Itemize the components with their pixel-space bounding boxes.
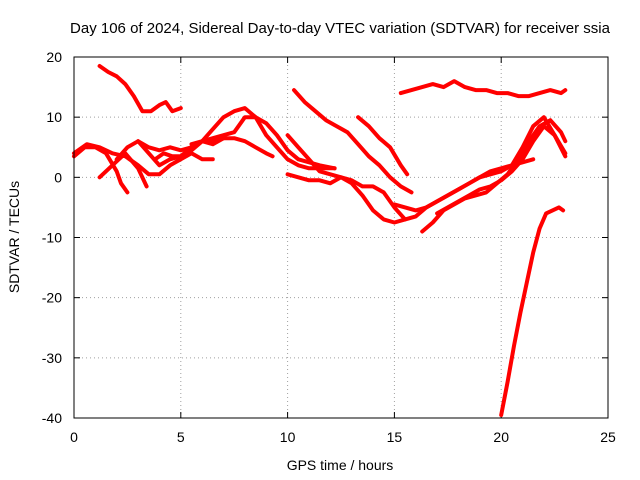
series-line-track-6 (136, 106, 337, 171)
series-line-track-10 (292, 88, 414, 195)
x-tick-label: 5 (177, 429, 185, 445)
series-line-track-7 (153, 136, 226, 162)
x-tick-label: 20 (493, 429, 509, 445)
series-line-track-8 (189, 136, 275, 159)
y-tick-label: 0 (54, 169, 62, 185)
plot-frame (73, 56, 609, 419)
x-axis-label: GPS time / hours (287, 457, 394, 473)
series-line-track-11 (356, 115, 410, 177)
series-line-track-17 (499, 205, 566, 417)
y-axis-label: SDTVAR / TECUs (6, 181, 22, 293)
series-line-track-4 (97, 151, 149, 189)
series-line-track-5 (114, 115, 337, 171)
series-line-track-13 (392, 157, 536, 213)
y-tick-label: -30 (42, 350, 62, 366)
x-tick-label: 25 (600, 429, 616, 445)
y-tick-label: -40 (42, 410, 62, 426)
series-line-track-3 (72, 142, 215, 177)
x-tick-label: 0 (70, 429, 78, 445)
y-tick-label: -10 (42, 230, 62, 246)
series-line-track-1 (97, 64, 183, 114)
data-series (72, 64, 568, 417)
series-line-track-16 (435, 124, 568, 216)
x-tick-label: 15 (387, 429, 403, 445)
series-line-track-12 (285, 172, 408, 222)
grid (74, 57, 608, 418)
y-tick-label: 10 (46, 109, 62, 125)
y-tick-label: 20 (46, 49, 62, 65)
series-line-track-14 (398, 79, 568, 99)
axis-ticks: 0 5 10 15 20 25 -40 -30 -20 -10 0 10 20 (42, 49, 616, 445)
y-tick-label: -20 (42, 290, 62, 306)
x-tick-label: 10 (280, 429, 296, 445)
chart-title: Day 106 of 2024, Sidereal Day-to-day VTE… (70, 20, 611, 37)
